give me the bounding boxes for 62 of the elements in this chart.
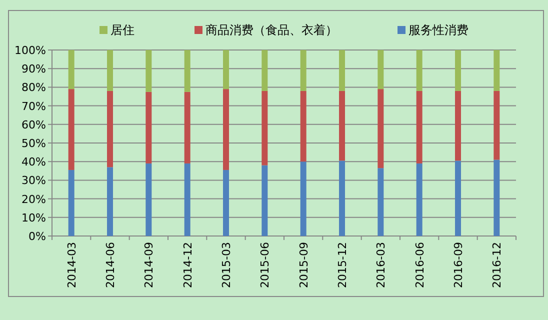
x-tick-label: 2016-06	[413, 242, 426, 288]
bar	[223, 170, 229, 236]
bar	[378, 50, 384, 90]
x-tick-label: 2014-12	[181, 242, 194, 288]
bar	[146, 50, 152, 92]
bar	[416, 163, 422, 236]
bar	[455, 50, 461, 91]
bar	[262, 50, 268, 91]
bar	[455, 90, 461, 161]
x-tick-label: 2015-09	[297, 242, 310, 288]
bar	[146, 92, 152, 164]
bar	[262, 90, 268, 166]
bar	[223, 89, 229, 170]
x-tick-label: 2015-03	[220, 242, 233, 288]
bar	[68, 89, 74, 170]
x-tick-label: 2015-06	[258, 242, 272, 288]
bar	[146, 163, 152, 236]
bar	[300, 90, 306, 162]
bar	[107, 167, 113, 236]
x-tick-label: 2015-12	[336, 242, 349, 288]
x-tick-label: 2014-06	[104, 242, 117, 288]
bar	[68, 170, 74, 236]
y-tick-label: 80%	[22, 81, 46, 94]
y-tick-label: 30%	[22, 174, 46, 188]
bar	[494, 90, 500, 160]
x-tick-label: 2016-12	[490, 242, 504, 288]
bar	[107, 90, 113, 168]
x-tick-label: 2014-09	[142, 242, 156, 288]
bar	[184, 163, 190, 236]
bar	[184, 92, 190, 164]
y-tick-label: 90%	[22, 62, 46, 76]
legend-label: 服务性消费	[408, 23, 468, 37]
y-tick-label: 20%	[22, 192, 46, 206]
bar	[339, 50, 345, 91]
bar	[416, 50, 422, 91]
y-tick-label: 50%	[22, 137, 46, 150]
x-tick-label: 2016-03	[374, 242, 388, 288]
y-tick-label: 40%	[22, 156, 46, 169]
bar	[184, 50, 190, 92]
bar	[68, 50, 74, 90]
bar	[378, 168, 384, 236]
bar	[300, 50, 306, 91]
bar	[378, 89, 384, 168]
bar	[339, 90, 345, 161]
bar	[494, 160, 500, 236]
y-tick-label: 100%	[14, 44, 46, 57]
y-tick-label: 10%	[22, 211, 46, 224]
y-tick-label: 60%	[22, 118, 46, 132]
bar	[455, 160, 461, 236]
bar	[223, 50, 229, 90]
bar	[107, 50, 113, 91]
legend-label: 商品消费（食品、衣着）	[206, 23, 338, 37]
x-tick-label: 2014-03	[65, 242, 78, 288]
bar	[339, 160, 345, 236]
bar	[262, 165, 268, 236]
y-tick-label: 0%	[28, 230, 46, 243]
legend-label: 居住	[110, 23, 134, 37]
bar	[494, 50, 500, 91]
y-tick-label: 70%	[22, 100, 46, 113]
x-tick-label: 2016-09	[452, 242, 465, 288]
bar	[416, 90, 422, 164]
bar	[300, 162, 306, 236]
